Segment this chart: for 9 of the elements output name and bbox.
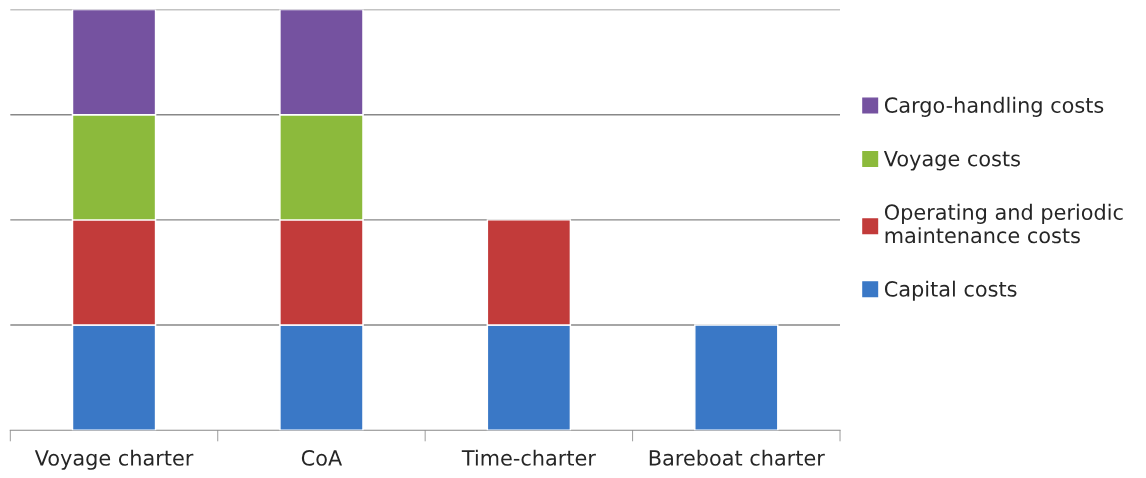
legend-label: Capital costs — [884, 280, 1017, 301]
legend-label: Cargo-handling costs — [884, 96, 1104, 118]
x-tick-label: Voyage charter — [34, 449, 194, 470]
x-tick-label: Time-charter — [461, 449, 596, 466]
x-tick-label: CoA — [301, 450, 343, 466]
x-tick-label: Bareboat charter — [649, 449, 825, 466]
legend-label: Operating and periodic maintenance costs — [884, 203, 1123, 244]
legend-label: Voyage costs — [883, 151, 1020, 171]
bar — [694, 324, 779, 431]
